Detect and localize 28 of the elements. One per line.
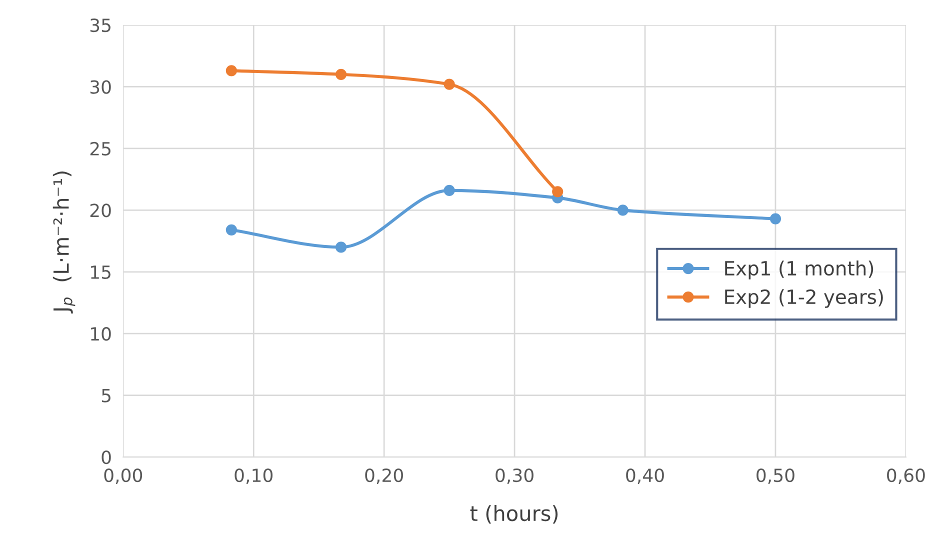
y-tick-label: 5: [102, 389, 110, 402]
x-tick-label: 0,20: [365, 468, 403, 484]
point: [444, 184, 455, 196]
y-tick-label: 15: [91, 266, 110, 279]
y-tick-label: 30: [90, 80, 111, 94]
y-tick-label: 0: [102, 450, 111, 464]
point: [552, 186, 564, 198]
y-tick-label: 10: [91, 327, 111, 341]
x-tick-label: 0,50: [756, 468, 794, 484]
y-axis-title: J$_{p}$ (L·m⁻²·h⁻¹): [52, 172, 76, 314]
y-tick-label: 20: [90, 204, 111, 218]
x-tick-label: 0,40: [626, 468, 664, 484]
point: [335, 68, 347, 80]
point: [335, 242, 347, 253]
x-axis-title: t (hours): [470, 505, 558, 524]
point: [444, 78, 455, 90]
x-tick-label: 0,10: [234, 468, 273, 484]
point: [770, 213, 782, 224]
legend-label: Exp2 (1-2 years): [725, 289, 883, 308]
point: [617, 204, 628, 216]
x-tick-label: 0,60: [887, 468, 925, 484]
point: [226, 224, 237, 236]
point: [226, 65, 237, 76]
legend-label: Exp1 (1 month): [725, 260, 874, 280]
x-tick-label: 0,00: [104, 468, 142, 484]
y-tick-label: 25: [90, 142, 110, 156]
x-tick-label: 0,30: [496, 468, 534, 484]
y-tick-label: 35: [90, 18, 110, 32]
